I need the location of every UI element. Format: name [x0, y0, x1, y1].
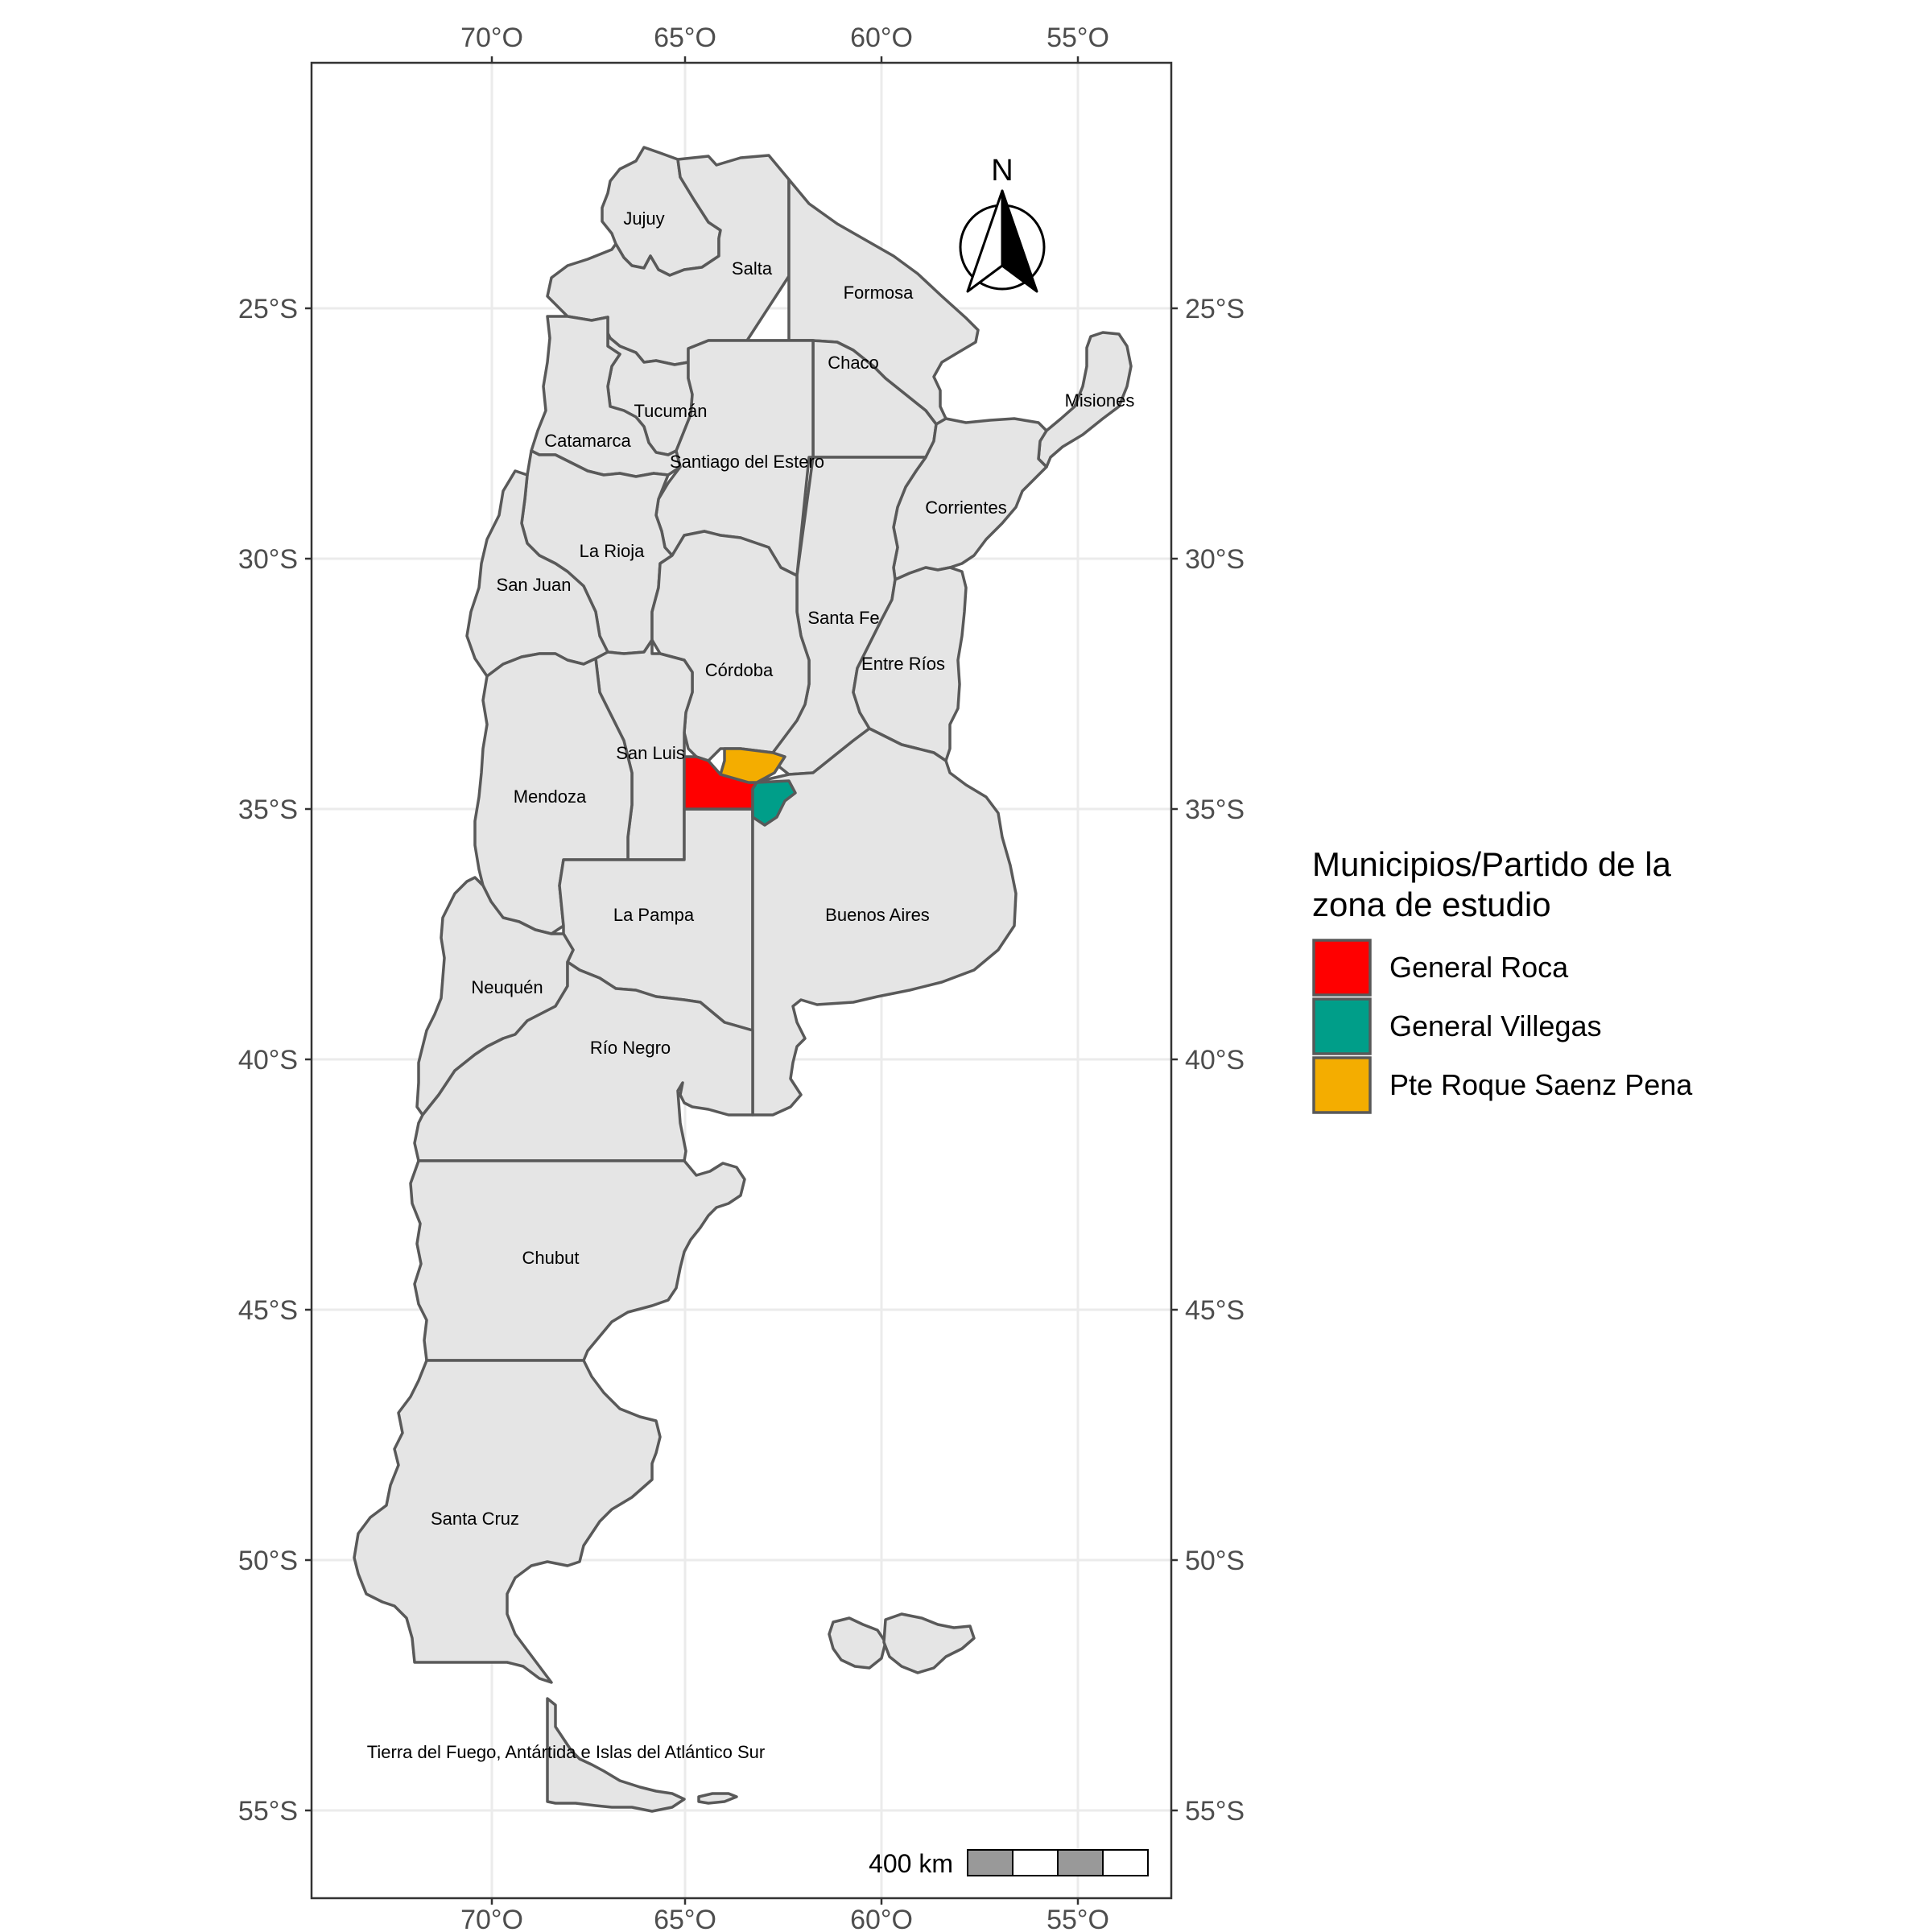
x-tick-top-65: 65°O	[654, 23, 716, 53]
y-tick-left-40: 40°S	[238, 1045, 298, 1075]
x-tick-bottom-55: 55°O	[1046, 1905, 1109, 1932]
label-formosa: Formosa	[844, 283, 914, 303]
x-tick-bottom-70: 70°O	[460, 1905, 523, 1932]
label-chubut: Chubut	[522, 1248, 580, 1268]
axis-bottom: 70°O 65°O 60°O 55°O	[460, 1898, 1109, 1932]
x-tick-bottom-60: 60°O	[850, 1905, 913, 1932]
scale-bar-segment-4	[1102, 1849, 1149, 1876]
y-tick-right-55: 55°S	[1185, 1796, 1245, 1827]
label-catamarca: Catamarca	[544, 431, 631, 451]
label-rio-negro: Río Negro	[590, 1038, 671, 1058]
axis-right: 25°S 30°S 35°S 40°S 45°S 50°S 55°S	[1171, 294, 1245, 1827]
scale-bar: 400 km	[869, 1849, 1149, 1878]
label-salta: Salta	[732, 258, 773, 279]
legend: Municipios/Partido de la zona de estudio…	[1312, 845, 1693, 1114]
label-neuquen: Neuquén	[471, 977, 543, 997]
y-tick-left-30: 30°S	[238, 544, 298, 575]
province-tierra-del-fuego[interactable]	[546, 1697, 686, 1813]
y-tick-right-30: 30°S	[1185, 544, 1245, 575]
province-rio-negro[interactable]	[413, 960, 754, 1162]
scale-bar-segment-3	[1057, 1849, 1104, 1876]
province-chubut[interactable]	[409, 1159, 746, 1362]
label-santiago-del-estero: Santiago del Estero	[670, 452, 824, 472]
y-tick-right-45: 45°S	[1185, 1295, 1245, 1326]
x-tick-top-55: 55°O	[1046, 23, 1109, 53]
label-la-pampa: La Pampa	[613, 905, 695, 925]
y-tick-right-40: 40°S	[1185, 1045, 1245, 1075]
islas-malvinas-east[interactable]	[882, 1612, 976, 1674]
y-tick-left-35: 35°S	[238, 795, 298, 825]
y-tick-left-50: 50°S	[238, 1546, 298, 1576]
label-san-juan: San Juan	[497, 575, 572, 595]
province-buenos-aires[interactable]	[751, 727, 1018, 1117]
legend-title-line-1: Municipios/Partido de la	[1312, 845, 1672, 883]
province-misiones[interactable]	[1037, 331, 1133, 469]
label-mendoza: Mendoza	[514, 786, 587, 807]
label-la-rioja: La Rioja	[580, 541, 645, 561]
municipio-pte-roque-saenz-pena[interactable]	[719, 747, 786, 784]
legend-key-general-villegas	[1312, 997, 1372, 1055]
province-labels: Jujuy Salta Formosa Chaco Misiones Tucum…	[367, 208, 1135, 1762]
label-buenos-aires: Buenos Aires	[825, 905, 930, 925]
y-tick-left-55: 55°S	[238, 1796, 298, 1827]
study-area	[683, 747, 797, 827]
y-tick-right-50: 50°S	[1185, 1546, 1245, 1576]
label-santa-cruz: Santa Cruz	[431, 1509, 519, 1529]
y-tick-right-25: 25°S	[1185, 294, 1245, 324]
x-tick-bottom-65: 65°O	[654, 1905, 716, 1932]
legend-label-pte-roque-saenz-pena: Pte Roque Saenz Pena	[1389, 1068, 1693, 1101]
legend-label-general-roca: General Roca	[1389, 951, 1569, 984]
axis-top: 70°O 65°O 60°O 55°O	[460, 23, 1109, 63]
axis-left: 25°S 30°S 35°S 40°S 45°S 50°S 55°S	[238, 294, 312, 1827]
partido-general-villegas[interactable]	[751, 779, 797, 827]
legend-label-general-villegas: General Villegas	[1389, 1009, 1602, 1042]
label-jujuy: Jujuy	[623, 208, 664, 229]
legend-title-line-2: zona de estudio	[1312, 886, 1551, 923]
legend-key-general-roca	[1312, 939, 1372, 997]
scale-bar-segment-1	[967, 1849, 1013, 1876]
label-tierra-del-fuego: Tierra del Fuego, Antártida e Islas del …	[367, 1742, 765, 1762]
map-panel: Jujuy Salta Formosa Chaco Misiones Tucum…	[310, 61, 1173, 1900]
label-tucuman: Tucumán	[634, 401, 708, 421]
label-chaco: Chaco	[828, 353, 879, 373]
label-san-luis: San Luis	[616, 743, 685, 763]
x-tick-top-60: 60°O	[850, 23, 913, 53]
label-cordoba: Córdoba	[705, 660, 774, 680]
y-tick-right-35: 35°S	[1185, 795, 1245, 825]
north-arrow: N	[959, 154, 1046, 293]
y-tick-left-25: 25°S	[238, 294, 298, 324]
scale-bar-label: 400 km	[869, 1849, 953, 1878]
north-arrow-label: N	[991, 154, 1013, 188]
scale-bar-segment-2	[1012, 1849, 1059, 1876]
province-entre-rios[interactable]	[852, 566, 968, 762]
label-santa-fe: Santa Fe	[807, 608, 879, 628]
province-salta[interactable]	[546, 154, 791, 366]
islas-malvinas-west[interactable]	[828, 1616, 887, 1670]
x-tick-top-70: 70°O	[460, 23, 523, 53]
panel-border	[310, 61, 1173, 1900]
province-santa-cruz[interactable]	[353, 1359, 662, 1684]
legend-key-pte-roque-saenz-pena	[1312, 1056, 1372, 1114]
label-entre-rios: Entre Ríos	[861, 654, 945, 674]
north-arrow-right-half	[1001, 189, 1038, 293]
label-corrientes: Corrientes	[925, 497, 1006, 518]
isla-de-los-estados[interactable]	[697, 1792, 738, 1805]
y-tick-left-45: 45°S	[238, 1295, 298, 1326]
provinces	[353, 146, 1133, 1813]
label-misiones: Misiones	[1065, 390, 1135, 411]
